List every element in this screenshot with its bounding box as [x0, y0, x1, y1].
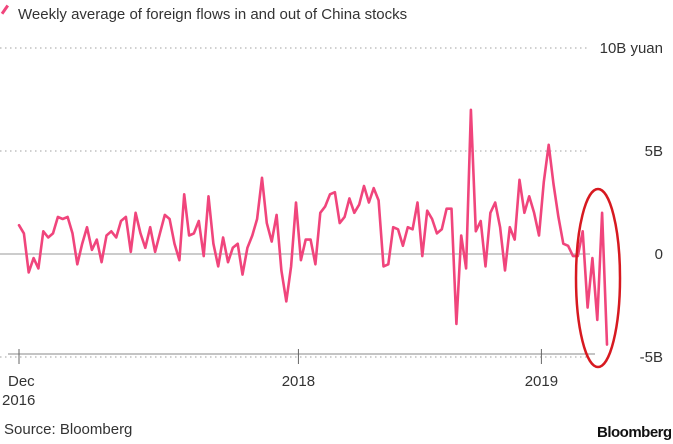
x-axis: [8, 349, 595, 364]
y-tick-label: 10B yuan: [600, 40, 663, 57]
gridlines: [0, 47, 590, 358]
y-tick-label: -5B: [640, 349, 663, 366]
x-tick-label: 2018: [282, 373, 315, 390]
series-group: [17, 108, 609, 346]
x-tick-label: 2019: [525, 373, 558, 390]
x-axis-labels: Dec 2016 2018 2019: [2, 373, 558, 409]
y-axis-labels: 10B yuan 5B 0 -5B: [600, 40, 663, 366]
x-tick-sublabel: 2016: [2, 392, 35, 409]
bloomberg-logo: Bloomberg: [597, 424, 671, 441]
chart-legend: Weekly average of foreign flows in and o…: [0, 4, 408, 23]
series-line: [17, 108, 609, 346]
legend-label: Weekly average of foreign flows in and o…: [18, 6, 408, 23]
x-tick-label: Dec: [8, 373, 35, 390]
annotation-circle: [574, 187, 622, 369]
y-tick-label: 0: [655, 246, 663, 263]
source-note: Source: Bloomberg: [4, 421, 133, 438]
y-tick-label: 5B: [645, 143, 663, 160]
annotation-group: [574, 187, 622, 369]
